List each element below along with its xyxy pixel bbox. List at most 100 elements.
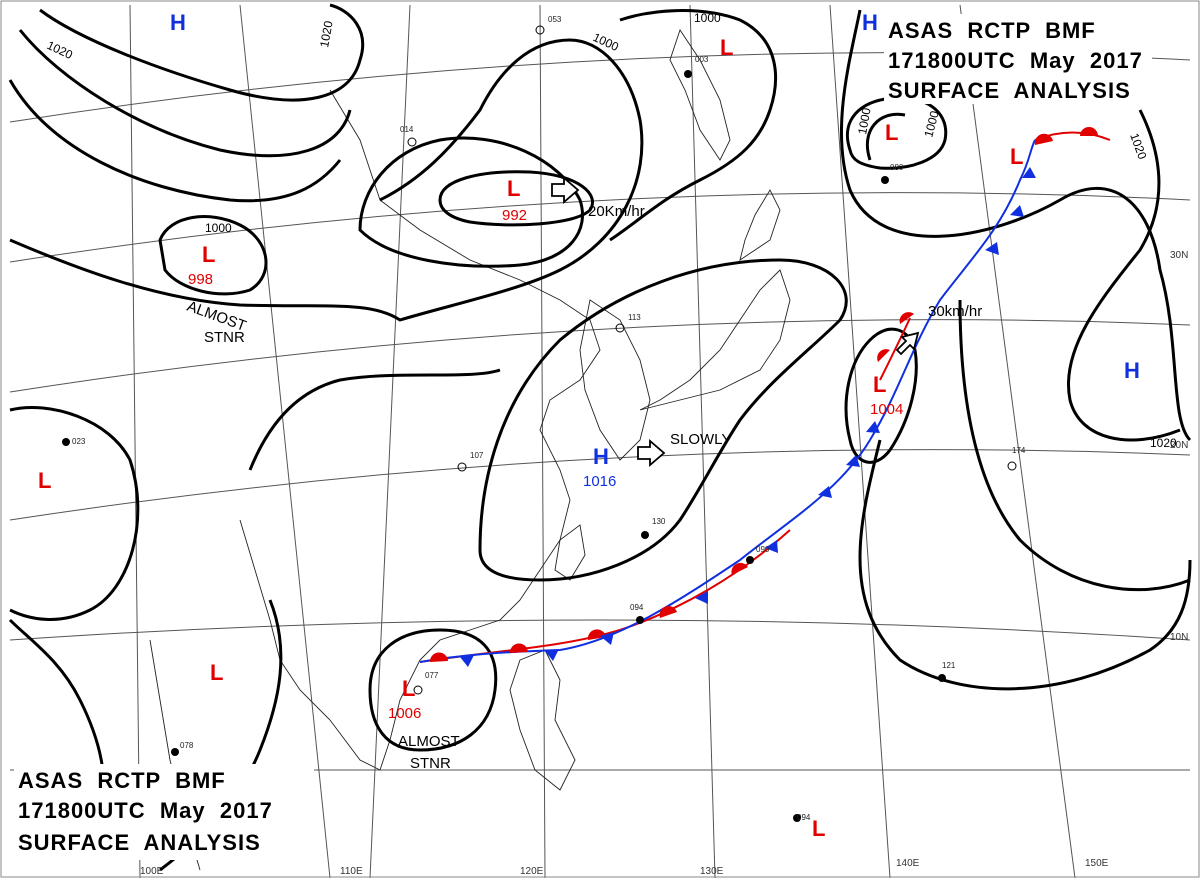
low-center-letter: L — [1010, 144, 1023, 169]
low-center-letter: L — [873, 372, 886, 397]
svg-text:003: 003 — [695, 55, 709, 64]
svg-text:023: 023 — [72, 437, 86, 446]
svg-text:077: 077 — [425, 671, 439, 680]
fronts — [419, 127, 1111, 667]
title-line: 171800UTC May 2017 — [888, 48, 1143, 73]
stationary-label: STNR — [410, 755, 451, 772]
lat-label-20n: 20N — [1170, 440, 1188, 451]
high-center-letter: H — [170, 10, 186, 35]
low-center-letter: L — [885, 120, 898, 145]
isobar — [865, 112, 906, 161]
svg-text:121: 121 — [942, 661, 956, 670]
latitude-labels: 30N 20N 10N — [1170, 250, 1188, 643]
low-center-value: 1006 — [388, 705, 421, 722]
stationary-label: STNR — [204, 329, 245, 346]
title-line: ASAS RCTP BMF — [18, 768, 226, 793]
stationary-label: ALMOST — [398, 733, 460, 750]
svg-text:014: 014 — [400, 125, 414, 134]
low-center-value: 1004 — [870, 401, 903, 418]
isobar — [368, 628, 498, 752]
lat-label-10n: 10N — [1170, 632, 1188, 643]
high-center-value: 1016 — [583, 473, 616, 490]
isobar — [438, 170, 594, 227]
low-center-letter: L — [210, 660, 223, 685]
isobar — [9, 405, 140, 621]
isobar — [1067, 109, 1181, 442]
isobar-label: 1020 — [1150, 436, 1177, 450]
isobar — [8, 79, 342, 203]
warm-front-semicircles — [429, 127, 1098, 662]
motion-arrow-icon — [551, 176, 580, 204]
high-center-letter: H — [593, 444, 609, 469]
title-bottom-left: ASAS RCTP BMF 171800UTC May 2017 SURFACE… — [14, 764, 314, 860]
title-line: ASAS RCTP BMF — [888, 18, 1096, 43]
lon-label-130e: 130E — [700, 866, 724, 877]
isobar — [358, 136, 584, 268]
lon-label-150e: 150E — [1085, 858, 1109, 869]
isobar-label: 1000 — [921, 109, 942, 139]
lon-label-100e: 100E — [140, 866, 164, 877]
isobar-label: 1020 — [45, 38, 75, 62]
isobar — [9, 38, 644, 322]
isobar — [478, 258, 848, 582]
low-center-letter: L — [812, 816, 825, 841]
title-line: 171800UTC May 2017 — [18, 798, 273, 823]
low-center-value: 998 — [188, 271, 213, 288]
station-plots: 014 003 053 113 107 130 090 094 077 174 … — [62, 15, 1026, 822]
cold-front-triangles — [460, 167, 1036, 667]
motion-arrow-icon — [637, 439, 666, 467]
svg-text:078: 078 — [180, 741, 194, 750]
coastlines — [149, 28, 791, 871]
isobar-label: 1020 — [1127, 131, 1149, 161]
pressure-centers: H H H 1016 H L 992 L 998 L L L L 1004 L … — [38, 10, 1140, 841]
svg-text:130: 130 — [652, 517, 666, 526]
title-top-right: ASAS RCTP BMF 171800UTC May 2017 SURFACE… — [884, 14, 1152, 104]
isobar — [845, 96, 948, 170]
isobar — [39, 3, 365, 102]
low-center-letter: L — [202, 242, 215, 267]
isobar — [18, 29, 352, 158]
movement-label: SLOWLY — [670, 431, 731, 448]
low-center-letter: L — [402, 676, 415, 701]
title-line: SURFACE ANALYSIS — [18, 830, 261, 855]
longitude-labels: 100E 110E 120E 130E 140E 150E — [140, 858, 1109, 877]
motion-arrow-icon — [895, 331, 920, 356]
high-center-letter: H — [862, 10, 878, 35]
isobar-label: 1000 — [855, 106, 873, 135]
speed-label: 30km/hr — [928, 303, 982, 320]
svg-text:107: 107 — [470, 451, 484, 460]
isobar-label: 1000 — [591, 30, 621, 54]
svg-text:053: 053 — [548, 15, 562, 24]
isobar-label: 1000 — [205, 221, 232, 235]
isobars — [8, 3, 1192, 872]
low-center-value: 992 — [502, 207, 527, 224]
svg-text:113: 113 — [628, 313, 641, 322]
isobar — [609, 9, 777, 242]
svg-text:090: 090 — [756, 545, 770, 554]
cold-front-north — [869, 139, 1036, 441]
isobar — [158, 215, 268, 296]
title-line: SURFACE ANALYSIS — [888, 78, 1131, 103]
isobar — [958, 299, 1191, 592]
lat-label-30n: 30N — [1170, 250, 1188, 261]
isobar-labels: 1020 1020 1000 1000 1000 1000 1000 1020 … — [45, 11, 1177, 450]
lon-label-120e: 120E — [520, 866, 544, 877]
lon-label-140e: 140E — [896, 858, 920, 869]
isobar-label: 1020 — [317, 19, 335, 48]
low-center-letter: L — [38, 468, 51, 493]
svg-text:174: 174 — [1012, 446, 1026, 455]
svg-text:094: 094 — [797, 813, 811, 822]
svg-text:094: 094 — [630, 603, 644, 612]
isobar-label: 1000 — [694, 11, 721, 25]
isobar — [858, 439, 1192, 691]
speed-label: 20Km/hr — [588, 203, 645, 220]
lon-label-110e: 110E — [340, 866, 363, 877]
low-center-letter: L — [720, 35, 733, 60]
warm-front-mid — [879, 317, 911, 381]
high-center-letter: H — [1124, 358, 1140, 383]
isobar — [839, 9, 1192, 442]
svg-text:080: 080 — [890, 163, 904, 172]
low-center-letter: L — [507, 176, 520, 201]
isobar — [248, 368, 501, 471]
